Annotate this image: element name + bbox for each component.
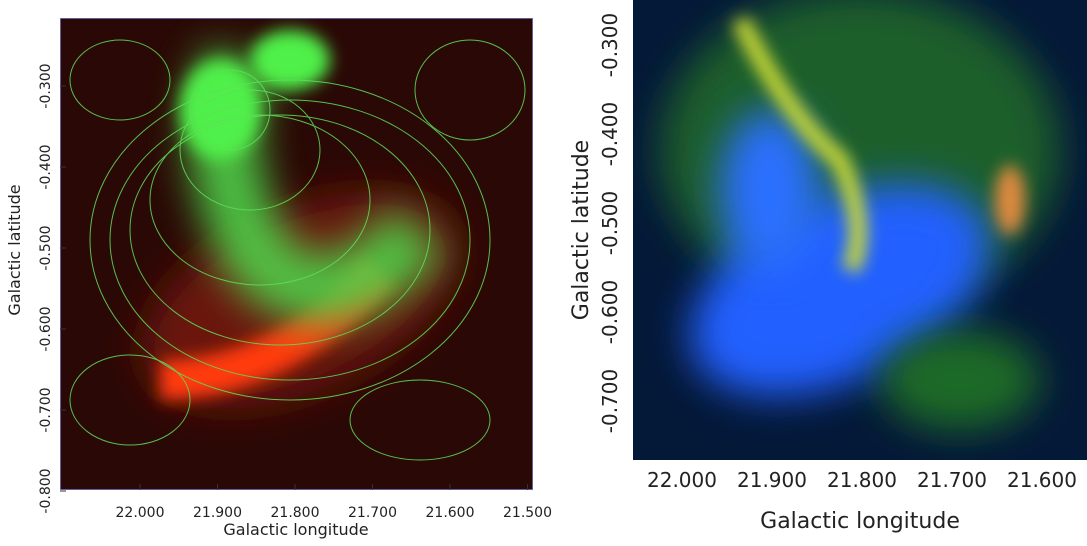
x-tick-label: 21.900 <box>193 505 242 521</box>
x-axis-label: Galactic longitude <box>760 509 960 534</box>
y-tick-label: -0.600 <box>38 306 54 351</box>
x-axis-label: Galactic longitude <box>223 520 368 539</box>
y-tick-label: -0.700 <box>598 369 622 433</box>
x-tick-label: 21.700 <box>917 468 987 492</box>
y-tick-label: -0.300 <box>38 63 54 108</box>
x-tick-label: 22.000 <box>647 468 717 492</box>
y-axis-label: Galactic latitude <box>5 184 24 315</box>
y-tick-label: -0.800 <box>38 468 54 513</box>
y-tick-label: -0.700 <box>38 387 54 432</box>
x-tick-label: 21.600 <box>426 505 475 521</box>
x-tick-label: 22.000 <box>116 505 165 521</box>
x-tick-label: 21.900 <box>737 468 807 492</box>
y-tick-label: -0.400 <box>598 102 622 166</box>
y-axis-label: Galactic latitude <box>569 140 594 320</box>
y-tick-label: -0.600 <box>598 280 622 344</box>
y-tick-label: -0.500 <box>598 191 622 255</box>
y-tick-label: -0.500 <box>38 225 54 270</box>
figure: 22.000 21.900 21.800 21.700 21.600 21.500 -0.3… <box>0 0 1087 546</box>
x-tick-label: 21.600 <box>1007 468 1077 492</box>
left-image <box>60 18 533 490</box>
right-image <box>633 0 1087 460</box>
y-tick-label: -0.400 <box>38 144 54 189</box>
x-tick-label: 21.800 <box>827 468 897 492</box>
y-tick-label: -0.300 <box>598 13 622 77</box>
x-tick-label: 21.700 <box>348 505 397 521</box>
x-tick-label: 21.800 <box>271 505 320 521</box>
x-tick-label: 21.500 <box>503 505 552 521</box>
